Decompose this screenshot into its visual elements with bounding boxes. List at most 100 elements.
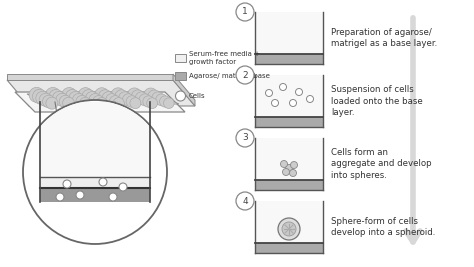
Text: 3: 3 (242, 134, 248, 143)
Circle shape (53, 91, 66, 105)
Circle shape (295, 88, 302, 96)
Circle shape (139, 94, 151, 106)
Circle shape (69, 92, 82, 105)
Circle shape (285, 164, 292, 171)
Circle shape (147, 98, 157, 109)
Text: Preparation of agarose/
matrigel as a base layer.: Preparation of agarose/ matrigel as a ba… (331, 28, 437, 48)
Circle shape (290, 170, 297, 176)
Circle shape (278, 218, 300, 240)
Text: Cells: Cells (189, 93, 206, 99)
Circle shape (102, 92, 115, 105)
Polygon shape (7, 74, 173, 80)
Text: Serum-free media +
growth factor: Serum-free media + growth factor (189, 51, 260, 65)
Circle shape (59, 95, 72, 108)
Circle shape (56, 93, 69, 106)
Text: 2: 2 (242, 70, 248, 80)
Polygon shape (27, 94, 179, 104)
Circle shape (236, 66, 254, 84)
Circle shape (65, 89, 80, 104)
Circle shape (135, 92, 148, 104)
Circle shape (23, 100, 167, 244)
Circle shape (144, 88, 157, 102)
Circle shape (283, 168, 290, 175)
Circle shape (143, 96, 154, 107)
Circle shape (155, 94, 167, 106)
Circle shape (236, 3, 254, 21)
Circle shape (99, 90, 112, 103)
Circle shape (148, 90, 161, 103)
Circle shape (62, 88, 76, 102)
Circle shape (39, 93, 52, 107)
Circle shape (128, 88, 141, 102)
Circle shape (76, 191, 84, 199)
Bar (255, 117, 323, 127)
Circle shape (56, 193, 64, 201)
Text: 1: 1 (242, 7, 248, 17)
Text: Agarose/ matrigel base: Agarose/ matrigel base (189, 73, 270, 79)
Bar (255, 201, 323, 243)
Bar (255, 138, 323, 180)
Circle shape (85, 92, 99, 105)
Circle shape (111, 88, 125, 102)
Text: Cells form an
aggregate and develop
into spheres.: Cells form an aggregate and develop into… (331, 148, 432, 180)
Circle shape (122, 94, 135, 106)
Bar (255, 243, 323, 253)
FancyArrowPatch shape (406, 18, 420, 242)
Circle shape (175, 91, 185, 101)
Circle shape (152, 92, 164, 104)
Circle shape (118, 92, 131, 105)
Circle shape (36, 91, 50, 105)
Text: Sphere-form of cells
develop into a spheroid.: Sphere-form of cells develop into a sphe… (331, 217, 436, 237)
Circle shape (73, 93, 85, 106)
Circle shape (113, 97, 124, 109)
Bar (175, 72, 186, 80)
Circle shape (29, 87, 44, 102)
Circle shape (95, 88, 109, 102)
Circle shape (46, 97, 58, 109)
Text: Suspension of cells
loaded onto the base
layer.: Suspension of cells loaded onto the base… (331, 85, 423, 117)
Circle shape (80, 97, 91, 109)
Circle shape (82, 90, 96, 103)
Circle shape (93, 96, 105, 108)
Circle shape (109, 193, 117, 201)
Bar (40, 102, 150, 177)
Circle shape (164, 98, 174, 108)
Circle shape (160, 96, 171, 107)
Circle shape (265, 89, 273, 96)
Text: 4: 4 (242, 197, 248, 206)
Bar (255, 12, 323, 54)
Circle shape (99, 178, 107, 186)
Circle shape (96, 97, 108, 109)
Circle shape (282, 222, 296, 236)
Circle shape (126, 96, 138, 107)
Circle shape (281, 160, 288, 167)
Circle shape (63, 180, 71, 188)
Circle shape (89, 93, 102, 106)
Polygon shape (173, 74, 195, 106)
Circle shape (43, 95, 55, 108)
Circle shape (272, 100, 279, 107)
Circle shape (236, 129, 254, 147)
Circle shape (290, 100, 297, 107)
Polygon shape (15, 92, 185, 112)
Circle shape (76, 95, 88, 108)
Bar (175, 54, 186, 62)
Polygon shape (7, 80, 195, 106)
Bar (255, 54, 323, 64)
Bar (40, 188, 150, 202)
Circle shape (119, 183, 127, 191)
Circle shape (46, 87, 60, 102)
Circle shape (33, 89, 47, 104)
Circle shape (63, 97, 74, 109)
Circle shape (49, 89, 63, 104)
Circle shape (130, 98, 141, 109)
Circle shape (109, 96, 121, 107)
Circle shape (236, 192, 254, 210)
Circle shape (106, 94, 118, 106)
Circle shape (280, 84, 286, 91)
Bar (40, 177, 150, 188)
Circle shape (307, 96, 313, 103)
Circle shape (115, 90, 128, 103)
Circle shape (291, 162, 298, 168)
Bar (255, 180, 323, 190)
